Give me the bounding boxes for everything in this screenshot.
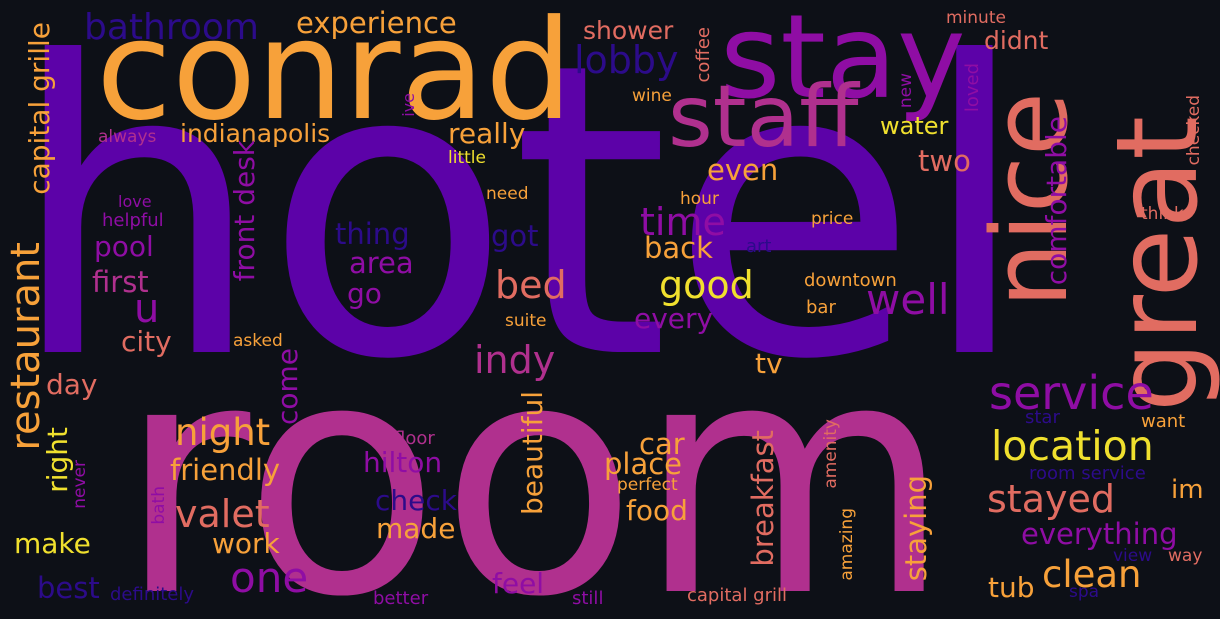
word-new: new <box>896 73 916 109</box>
word-stay: stay <box>720 0 966 125</box>
word-food: food <box>626 494 688 527</box>
word-stayed: stayed <box>987 477 1115 521</box>
word-city: city <box>121 325 172 358</box>
word-conrad: conrad <box>96 0 573 151</box>
word-day: day <box>46 368 98 401</box>
word-helpful: helpful <box>102 210 164 231</box>
word-bathroom: bathroom <box>84 7 259 48</box>
word-bar: bar <box>806 297 836 318</box>
word-wine: wine <box>632 86 672 106</box>
word-thing: thing <box>335 217 410 251</box>
word-tv: tv <box>755 347 783 380</box>
word-feel: feel <box>492 567 545 600</box>
word-made: made <box>376 512 456 545</box>
word-car: car <box>639 427 685 461</box>
word-time: time <box>640 200 726 244</box>
word-staying: staying <box>899 475 933 582</box>
word-night: night <box>175 411 271 454</box>
word-breakfast: breakfast <box>746 430 780 567</box>
word-capital-grill: capital grill <box>687 585 787 606</box>
word-art: art <box>746 236 772 257</box>
word-loved: loved <box>962 63 983 113</box>
word-front-desk: front desk <box>228 140 261 282</box>
word-comfortable: comfortable <box>1040 116 1073 286</box>
word-every: every <box>634 302 714 335</box>
word-got: got <box>491 219 539 253</box>
word-downtown: downtown <box>804 270 897 291</box>
word-location: location <box>991 422 1154 470</box>
word-price: price <box>811 209 854 229</box>
word-need: need <box>486 184 529 204</box>
word-water: water <box>880 112 949 140</box>
word-two: two <box>918 144 971 178</box>
word-hilton: hilton <box>363 446 443 479</box>
word-suite: suite <box>505 311 547 331</box>
word-beautiful: beautiful <box>516 391 549 516</box>
word-spa: spa <box>1069 582 1100 602</box>
word-u: u <box>134 286 160 332</box>
word-lobby: lobby <box>574 38 679 82</box>
word-back: back <box>644 231 713 265</box>
word-make: make <box>14 527 91 560</box>
word-everything: everything <box>1021 517 1178 551</box>
word-ive: ive <box>399 93 418 117</box>
word-definitely: definitely <box>110 584 195 605</box>
word-im: im <box>1171 475 1204 505</box>
word-minute: minute <box>946 8 1006 28</box>
word-little: little <box>448 148 486 168</box>
word-right: right <box>41 427 74 493</box>
word-bed: bed <box>495 263 567 307</box>
word-come: come <box>271 348 304 426</box>
word-capital-grille: capital grille <box>23 22 56 195</box>
word-staff: staff <box>668 67 859 167</box>
word-work: work <box>212 527 280 560</box>
word-place: place <box>604 447 683 481</box>
word-service: service <box>989 366 1154 420</box>
word-indianapolis: indianapolis <box>180 119 331 148</box>
word-room: room <box>118 292 951 619</box>
word-hotel: hotel <box>8 0 1031 448</box>
word-way: way <box>1168 546 1203 566</box>
word-clean: clean <box>1042 553 1142 596</box>
word-want: want <box>1141 411 1186 432</box>
word-perfect: perfect <box>617 475 678 495</box>
word-bath: bath <box>149 486 169 525</box>
word-think: think <box>1141 204 1184 224</box>
word-restaurant: restaurant <box>3 242 49 451</box>
word-coffee: coffee <box>693 27 714 83</box>
word-room-service: room service <box>1029 463 1146 484</box>
word-floor: floor <box>394 428 435 449</box>
word-well: well <box>866 275 950 324</box>
word-star: star <box>1025 407 1060 428</box>
word-valet: valet <box>175 492 270 536</box>
word-check: check <box>375 484 457 517</box>
word-best: best <box>37 571 100 605</box>
word-asked: asked <box>233 331 283 351</box>
word-first: first <box>92 265 149 299</box>
word-shower: shower <box>583 16 674 45</box>
word-better: better <box>373 588 429 609</box>
word-really: really <box>448 117 526 150</box>
word-still: still <box>572 588 604 609</box>
word-even: even <box>707 153 779 187</box>
word-good: good <box>659 263 754 307</box>
word-amenity: amenity <box>821 419 841 489</box>
word-hour: hour <box>680 189 719 209</box>
word-tub: tub <box>988 571 1035 604</box>
word-never: never <box>70 460 90 509</box>
word-experience: experience <box>296 6 457 40</box>
word-friendly: friendly <box>170 453 281 487</box>
word-always: always <box>98 127 157 147</box>
word-love: love <box>118 192 152 211</box>
word-go: go <box>347 277 382 310</box>
word-area: area <box>349 246 414 280</box>
word-one: one <box>230 553 309 602</box>
word-didnt: didnt <box>984 26 1049 55</box>
word-indy: indy <box>474 338 556 382</box>
word-pool: pool <box>94 230 154 263</box>
word-amazing: amazing <box>837 508 857 581</box>
word-checked: checked <box>1184 95 1204 166</box>
word-view: view <box>1113 546 1153 566</box>
